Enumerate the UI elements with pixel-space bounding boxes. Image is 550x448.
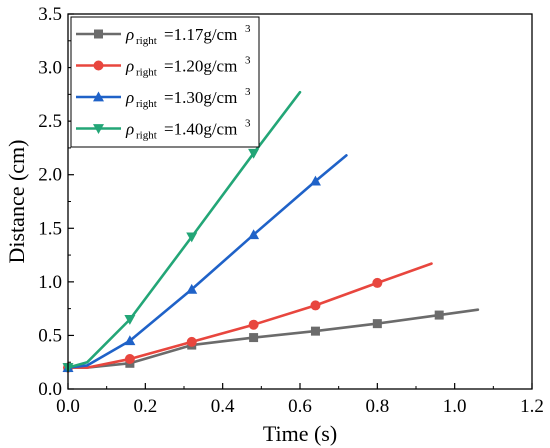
- series-line-2: [66, 262, 433, 369]
- x-tick-label: 0.8: [365, 396, 389, 417]
- legend-1-square-marker: [94, 29, 103, 39]
- y-tick-label: 0.0: [38, 379, 62, 400]
- series-line-4: [66, 90, 302, 369]
- legend-value: =1.30g/cm: [164, 88, 237, 107]
- y-tick-label: 3.5: [38, 4, 62, 25]
- y-axis-title: Distance (cm): [4, 140, 29, 264]
- legend-2-circle-marker: [93, 60, 104, 71]
- series-layer: [62, 90, 480, 374]
- axes-layer: 0.0 0.2 0.4 0.6 0.8 1.0 1.2 0.0 0.5 1.0 1.5 2.0 2.5 3…: [4, 4, 544, 446]
- series-4-point-triangle-marker: [186, 232, 198, 243]
- legend-rho: ρ: [125, 57, 134, 76]
- series-4-point-triangle-marker: [248, 148, 260, 159]
- x-tick-label: 0.0: [56, 396, 80, 417]
- series-line-3: [66, 154, 348, 369]
- series-4-point-triangle-marker: [124, 314, 136, 325]
- x-tick-label: 0.2: [133, 396, 157, 417]
- series-2-point-circle-marker: [124, 354, 135, 364]
- legend-subscript: right: [136, 98, 157, 110]
- series-1-point-square-marker: [372, 319, 382, 329]
- legend-rho: ρ: [125, 120, 134, 139]
- legend-subscript: right: [136, 130, 157, 142]
- legend-subscript: right: [136, 67, 157, 79]
- y-tick-label: 0.5: [38, 325, 62, 346]
- series-2-point-circle-marker: [372, 277, 383, 288]
- legend-rho: ρ: [125, 25, 134, 44]
- series-1-point-square-marker: [434, 310, 444, 320]
- x-tick-label: 0.4: [211, 396, 235, 417]
- series-2-point-circle-marker: [186, 336, 197, 347]
- legend-superscript: 3: [245, 23, 251, 35]
- y-tick-label: 1.5: [38, 218, 62, 239]
- x-tick-label: 0.6: [288, 396, 312, 417]
- legend-3-triangle-marker: [93, 91, 104, 102]
- series-2-point-circle-marker: [310, 300, 321, 311]
- series-3-point-triangle-marker: [309, 175, 321, 186]
- y-tick-label: 1.0: [38, 272, 62, 293]
- series-3-point-triangle-marker: [124, 335, 136, 346]
- legend: ρ right =1.17g/cm 3ρ right =1.20g/cm 3ρ right =1…: [70, 16, 260, 148]
- legend-superscript: 3: [245, 55, 251, 67]
- legend-superscript: 3: [245, 118, 251, 130]
- series-1-point-square-marker: [249, 333, 259, 343]
- series-1-point-square-marker: [310, 326, 320, 336]
- legend-rho: ρ: [125, 88, 134, 107]
- legend-value: =1.40g/cm: [164, 120, 237, 139]
- y-tick-label: 2.0: [38, 165, 62, 186]
- legend-superscript: 3: [245, 86, 251, 98]
- x-axis-title: Time (s): [263, 421, 337, 446]
- y-tick-label: 3.0: [38, 58, 62, 79]
- legend-value: =1.20g/cm: [164, 57, 237, 76]
- x-tick-label: 1.2: [520, 396, 544, 417]
- legend-4-triangle-marker: [93, 124, 104, 134]
- series-2-point-circle-marker: [248, 319, 259, 330]
- legend-subscript: right: [136, 35, 157, 47]
- x-tick-label: 1.0: [443, 396, 467, 417]
- series-3-point-triangle-marker: [248, 229, 260, 240]
- y-tick-label: 2.5: [38, 111, 62, 132]
- legend-value: =1.17g/cm: [164, 25, 237, 44]
- series-3-point-triangle-marker: [186, 283, 198, 294]
